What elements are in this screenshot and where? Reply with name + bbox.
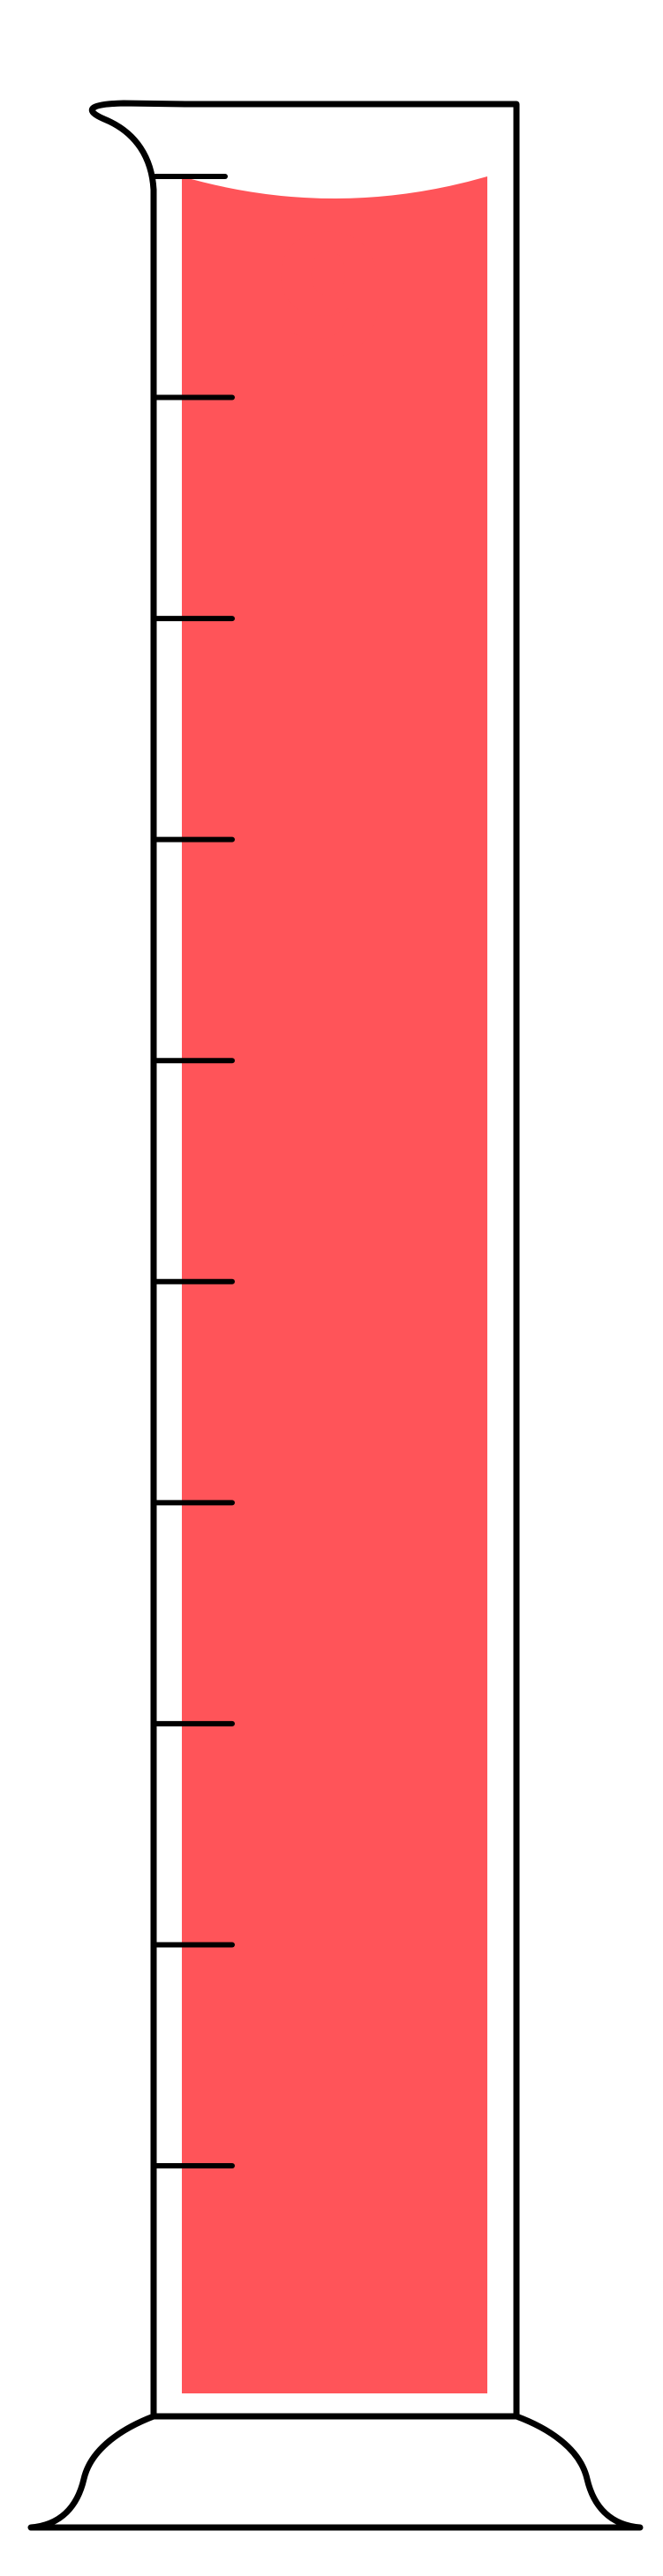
volume-reading-label: 9 <box>272 201 390 398</box>
cylinder-base <box>27 2413 644 2531</box>
liquid-column <box>182 176 487 2393</box>
cylinder-wall <box>89 100 520 2420</box>
graduation-scale <box>153 174 235 2168</box>
